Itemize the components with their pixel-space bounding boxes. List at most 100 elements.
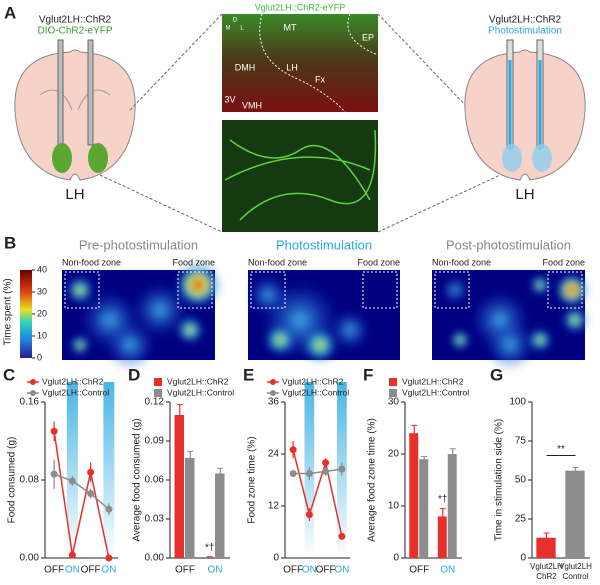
- left-title: Vglut2LH::ChR2: [39, 15, 112, 26]
- x-tick-label: OFF: [81, 565, 101, 576]
- colorbar-tick-label: 10: [37, 330, 47, 340]
- y-axis-label: Average food consumed (g): [132, 418, 143, 541]
- y-tick-label: 24: [268, 449, 280, 460]
- microscopy: [222, 13, 379, 232]
- compass-label: D: [233, 18, 238, 24]
- point: [50, 470, 58, 478]
- point: [87, 490, 95, 498]
- colorbar-tick-label: 0: [37, 352, 42, 362]
- y-tick-label: 0.08: [20, 475, 40, 486]
- heat-blob: [105, 320, 155, 370]
- y-axis-label: Food zone time (%): [247, 436, 258, 523]
- heatmap-blobs: [441, 274, 588, 370]
- zoom-line: [377, 174, 501, 233]
- point: [305, 511, 313, 519]
- zone-box: [362, 271, 398, 309]
- bar: [419, 459, 429, 558]
- y-tick-label: 12: [268, 501, 280, 512]
- series-line: [292, 449, 343, 537]
- left-subtitle: DIO-ChR2-eYFP: [37, 26, 112, 37]
- y-axis-label: Food consumed (g): [7, 437, 18, 524]
- compass-label: L: [240, 26, 244, 32]
- x-tick-label: Vglut2LH: [530, 562, 563, 571]
- x-tick-label: ON: [101, 565, 116, 576]
- point: [322, 467, 330, 475]
- x-tick-label: Vglut2LH: [559, 562, 592, 571]
- x-tick-label: OFF: [316, 565, 336, 576]
- region-label: EP: [362, 32, 374, 42]
- y-tick-label: 0: [520, 553, 526, 564]
- zoom-line: [99, 174, 223, 233]
- heat-blob: [485, 320, 535, 370]
- point: [50, 427, 58, 435]
- point: [68, 551, 76, 559]
- y-tick-label: 75: [515, 436, 527, 447]
- heatmap-title: Post-photostimulation: [446, 237, 571, 252]
- legend-label: Vglut2LH::ChR2: [42, 376, 104, 386]
- colorbar-tick-label: 20: [37, 308, 47, 318]
- bar: [437, 516, 447, 558]
- point: [68, 477, 76, 485]
- x-tick-label: OFF: [44, 565, 64, 576]
- zone-box: [547, 271, 583, 309]
- y-tick-label: 0: [393, 553, 399, 564]
- region-label: Fx: [315, 74, 325, 84]
- region-label: DMH: [235, 62, 256, 72]
- heat-blob: [176, 316, 204, 344]
- heat-blob: [302, 327, 338, 363]
- point: [289, 470, 297, 477]
- heat-blob: [562, 307, 588, 333]
- y-tick-label: 0.12: [145, 397, 165, 408]
- left-region: LH: [65, 186, 84, 203]
- legend-swatch: [154, 378, 162, 386]
- bar: [447, 454, 457, 558]
- legend-label: Vglut2LH::Control: [42, 387, 109, 397]
- point: [322, 459, 330, 467]
- x-tick-label: ON: [440, 565, 455, 576]
- zone-label: Non-food zone: [62, 257, 121, 267]
- y-tick-label: 0.16: [20, 397, 40, 408]
- heat-blob: [66, 276, 94, 304]
- zoom-line: [129, 13, 223, 111]
- legend-label: Vglut2LH::Control: [402, 387, 469, 397]
- zone-box: [177, 271, 213, 309]
- legend-swatch: [154, 389, 162, 397]
- y-tick-label: 20: [388, 449, 400, 460]
- legend-swatch: [389, 378, 397, 386]
- zone-box: [250, 271, 286, 309]
- y-axis-label: Average food zone time (%): [367, 418, 378, 542]
- region-label: 3V: [224, 94, 235, 104]
- y-tick-label: 10: [388, 501, 400, 512]
- heat-blob: [450, 330, 470, 350]
- point: [338, 532, 346, 540]
- x-tick-label: Control: [563, 572, 589, 581]
- y-tick-label: 0.00: [145, 553, 165, 564]
- y-tick-label: 0.03: [145, 514, 165, 525]
- legend-label: Vglut2LH::ChR2: [167, 376, 229, 386]
- heat-blob: [530, 275, 550, 295]
- zone-box: [64, 271, 100, 309]
- legend-swatch: [389, 389, 397, 397]
- y-tick-label: 0.00: [20, 553, 40, 564]
- x-tick-label: ON: [302, 565, 317, 576]
- stim-shade: [103, 382, 115, 558]
- y-axis-label: Time in stimulation side (%): [494, 419, 505, 541]
- point: [87, 468, 95, 476]
- bar: [536, 537, 556, 558]
- brain-left: [14, 39, 136, 181]
- zone-label: Food zone: [542, 257, 585, 267]
- heat-blob: [556, 274, 588, 306]
- x-tick-label: ON: [334, 565, 349, 576]
- region-label: MT: [284, 22, 297, 32]
- zone-box: [434, 271, 470, 309]
- colorbar-tick-label: 40: [37, 264, 47, 274]
- bar: [409, 433, 419, 558]
- heat-blob: [132, 282, 188, 338]
- y-tick-label: 25: [515, 514, 527, 525]
- colorbar-label: Time spent (%): [3, 278, 14, 345]
- stim-shade: [66, 382, 78, 558]
- x-tick-label: OFF: [409, 565, 429, 576]
- zone-label: Food zone: [172, 257, 215, 267]
- x-tick-label: ON: [208, 565, 223, 576]
- x-tick-label: ChR2: [536, 572, 557, 581]
